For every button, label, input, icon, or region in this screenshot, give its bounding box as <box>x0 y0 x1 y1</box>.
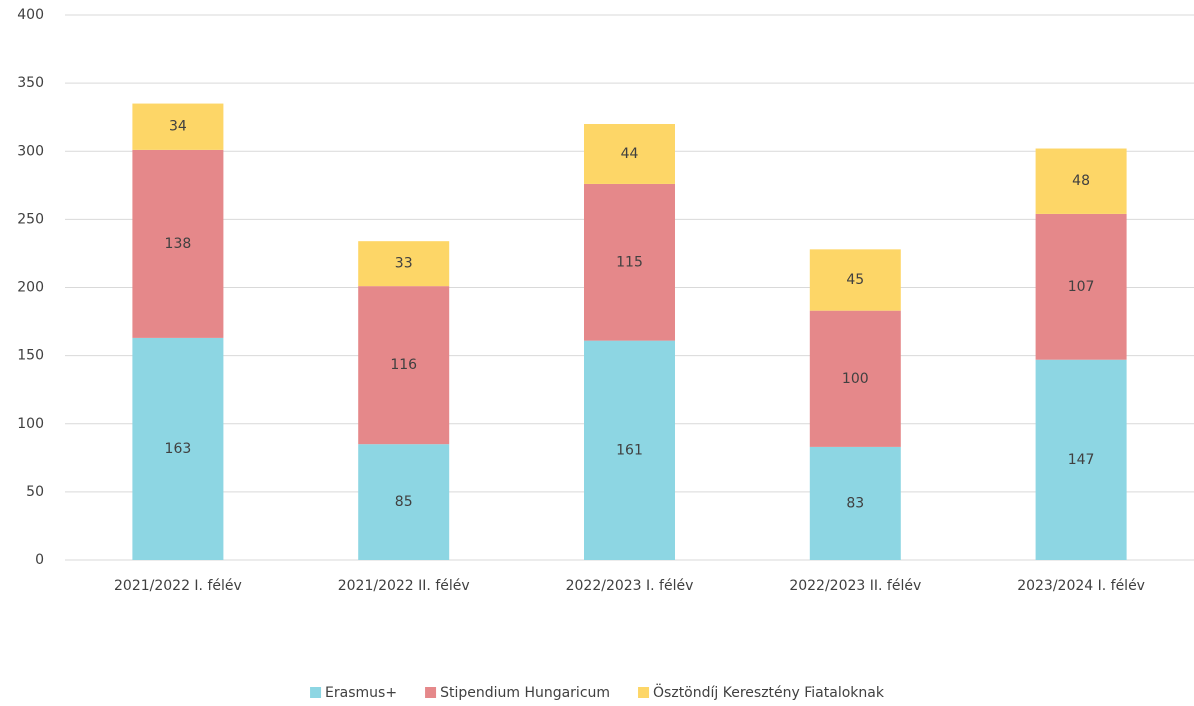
x-tick-label: 2022/2023 I. félév <box>566 578 694 594</box>
y-tick-label: 0 <box>35 552 44 568</box>
y-tick-label: 50 <box>26 484 44 500</box>
legend: Erasmus+ Stipendium Hungaricum Ösztöndíj K… <box>310 683 885 701</box>
bar-segment <box>358 241 450 287</box>
x-tick-label: 2021/2022 II. félév <box>338 578 470 594</box>
y-tick-label: 100 <box>17 416 44 432</box>
legend-label: Erasmus+ <box>325 685 397 701</box>
data-label: 147 <box>1068 452 1095 468</box>
bar-segment <box>584 340 675 560</box>
data-label: 48 <box>1072 173 1090 189</box>
legend-swatch <box>310 687 322 698</box>
y-tick-label: 400 <box>17 7 44 23</box>
y-tick-label: 250 <box>17 211 44 227</box>
data-label: 45 <box>846 272 864 288</box>
data-label: 107 <box>1068 279 1095 295</box>
data-label: 100 <box>842 371 869 387</box>
legend-label: Stipendium Hungaricum <box>440 685 610 701</box>
x-tick-label: 2022/2023 II. félév <box>789 578 921 594</box>
legend-swatch <box>425 687 437 698</box>
data-label: 161 <box>616 442 643 458</box>
data-label: 115 <box>616 254 643 270</box>
y-tick-label: 150 <box>17 348 44 364</box>
bar-segment <box>584 183 675 341</box>
bar-segment <box>809 249 901 311</box>
data-label: 34 <box>169 119 187 135</box>
bar-segment <box>584 124 675 184</box>
y-tick-label: 350 <box>17 75 44 91</box>
y-tick-label: 200 <box>17 280 44 296</box>
x-tick-label: 2023/2024 I. félév <box>1017 578 1145 594</box>
legend-swatch <box>638 687 650 698</box>
bar-segment <box>809 446 901 560</box>
bar-segment <box>132 149 224 338</box>
data-label: 85 <box>395 494 413 510</box>
data-label: 116 <box>390 357 417 373</box>
legend-label: Ösztöndíj Keresztény Fiataloknak <box>653 683 885 701</box>
bar-segment <box>1035 359 1127 560</box>
bar-segment <box>809 310 901 447</box>
y-tick-label: 300 <box>17 143 44 159</box>
bar-segment <box>358 444 450 560</box>
x-tick-label: 2021/2022 I. félév <box>114 578 242 594</box>
data-label: 163 <box>165 441 192 457</box>
data-label: 44 <box>621 146 639 162</box>
bar-segment <box>358 286 450 445</box>
data-label: 138 <box>165 236 192 252</box>
bar-segment <box>132 103 224 150</box>
bar-segment <box>1035 148 1127 214</box>
data-label: 83 <box>846 495 864 511</box>
bar-segment <box>1035 213 1127 360</box>
bar-segment <box>132 337 224 560</box>
data-label: 33 <box>395 256 413 272</box>
